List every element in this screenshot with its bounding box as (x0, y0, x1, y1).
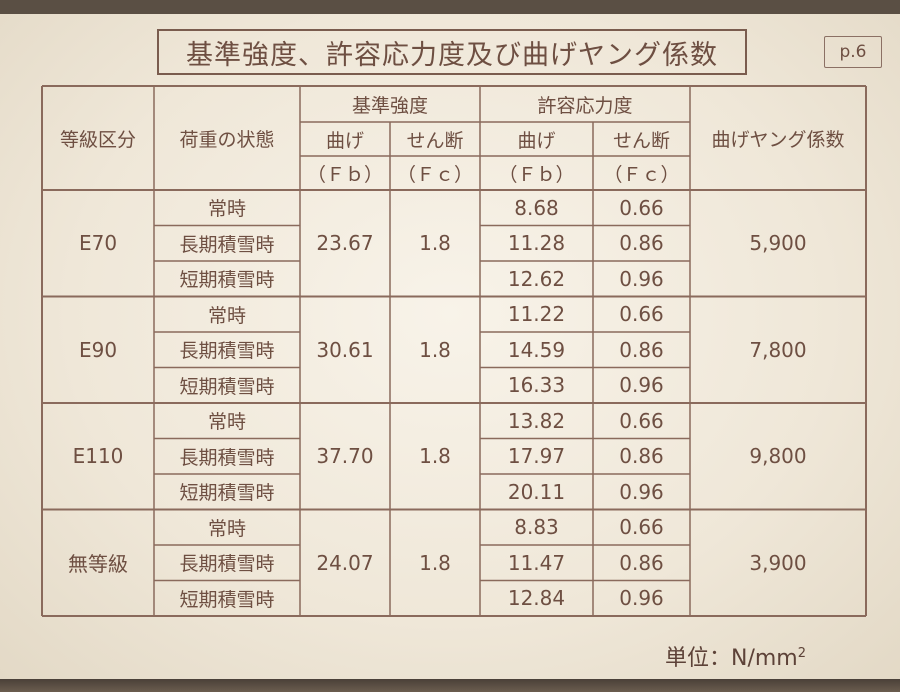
base-fc-value: 1.8 (419, 337, 451, 362)
allow-shear-value: 0.96 (619, 266, 664, 291)
header-allowable-stress: 許容応力度 (537, 94, 633, 117)
grade-name: E70 (78, 231, 118, 256)
load-condition: 常時 (207, 517, 246, 540)
base-fb-value: 24.07 (316, 550, 374, 575)
allow-shear-value: 0.66 (619, 408, 664, 433)
projector-screen (0, 14, 900, 679)
allow-bending-value: 16.33 (507, 373, 566, 398)
load-condition: 常時 (207, 411, 246, 434)
allow-bending-value: 13.82 (507, 408, 566, 433)
allow-bending-value: 12.84 (507, 586, 566, 611)
base-fb-value: 30.61 (316, 337, 374, 362)
allow-bending-value: 8.83 (514, 515, 559, 540)
load-condition: 長期積雪時 (179, 446, 275, 469)
load-condition: 常時 (207, 198, 246, 221)
base-fb-value: 23.67 (316, 231, 374, 256)
allow-bending-value: 8.68 (514, 195, 559, 220)
load-condition: 短期積雪時 (179, 375, 275, 398)
allow-shear-value: 0.86 (619, 550, 664, 575)
load-condition: 長期積雪時 (179, 553, 275, 576)
allow-bending-value: 12.62 (507, 266, 566, 291)
page-number: p.6 (824, 36, 882, 68)
base-fc-value: 1.8 (419, 444, 451, 469)
load-condition: 短期積雪時 (179, 588, 275, 611)
header-base-fc: （Ｆｃ） (396, 163, 473, 186)
header-base-shear: せん断 (406, 129, 464, 152)
base-fc-value: 1.8 (419, 231, 451, 256)
allow-shear-value: 0.66 (619, 195, 664, 220)
allow-bending-value: 17.97 (507, 444, 566, 469)
header-grade: 等級区分 (59, 128, 136, 151)
allow-shear-value: 0.86 (619, 337, 664, 362)
load-condition: 長期積雪時 (179, 233, 275, 256)
load-condition: 短期積雪時 (179, 269, 275, 292)
header-allow-bending: 曲げ (517, 129, 556, 152)
allow-bending-value: 11.47 (507, 550, 566, 575)
unit-note: 単位：N/mm2 (665, 640, 806, 672)
slide-title: 基準強度、許容応力度及び曲げヤング係数 (157, 29, 747, 75)
header-base-bending: 曲げ (325, 129, 364, 152)
allow-shear-value: 0.86 (619, 444, 664, 469)
allow-shear-value: 0.66 (619, 302, 664, 327)
allow-bending-value: 11.28 (507, 231, 566, 256)
allow-bending-value: 20.11 (507, 479, 566, 504)
young-modulus-value: 9,800 (749, 444, 807, 469)
unit-exponent: 2 (797, 646, 807, 661)
header-load-state: 荷重の状態 (179, 128, 275, 151)
screen-bottom-edge (0, 679, 900, 692)
load-condition: 常時 (207, 304, 246, 327)
grade-name: 無等級 (68, 552, 128, 577)
load-condition: 長期積雪時 (179, 340, 275, 363)
young-modulus-value: 7,800 (749, 337, 807, 362)
allow-bending-value: 11.22 (507, 302, 566, 327)
young-modulus-value: 3,900 (749, 550, 807, 575)
base-fb-value: 37.70 (316, 444, 374, 469)
header-allow-shear: せん断 (612, 129, 670, 152)
allow-shear-value: 0.66 (619, 515, 664, 540)
grade-name: E90 (78, 337, 118, 362)
base-fc-value: 1.8 (419, 550, 451, 575)
load-condition: 短期積雪時 (179, 482, 275, 505)
allow-shear-value: 0.96 (619, 479, 664, 504)
allow-shear-value: 0.96 (619, 586, 664, 611)
header-allow-fb: （Ｆｂ） (498, 163, 575, 186)
grade-name: E110 (72, 444, 124, 469)
allow-shear-value: 0.96 (619, 373, 664, 398)
header-base-fb: （Ｆｂ） (306, 163, 383, 186)
header-base-strength: 基準強度 (351, 94, 428, 117)
unit-label: 単位：N/mm (665, 646, 798, 671)
header-young-modulus: 曲げヤング係数 (711, 128, 845, 151)
header-allow-fc: （Ｆｃ） (603, 163, 680, 186)
allow-bending-value: 14.59 (507, 337, 566, 362)
young-modulus-value: 5,900 (749, 231, 807, 256)
allow-shear-value: 0.86 (619, 231, 664, 256)
